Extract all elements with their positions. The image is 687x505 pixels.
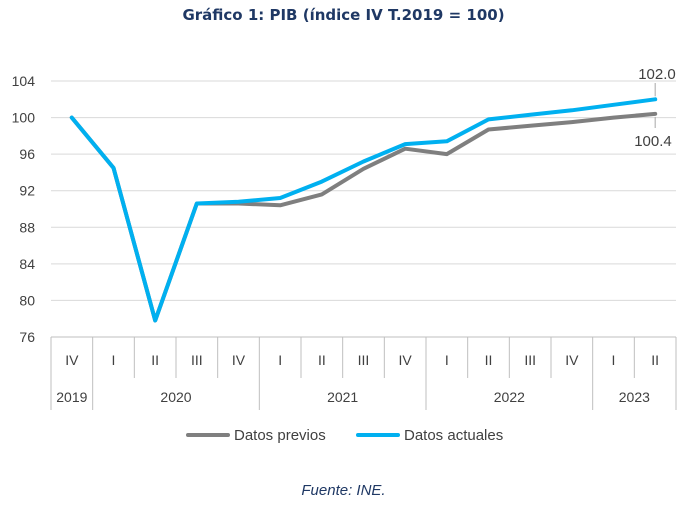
quarter-label: III (524, 352, 536, 368)
series-line-datos-previos (69, 111, 658, 323)
y-tick-label: 76 (19, 329, 35, 345)
quarter-label: I (112, 352, 116, 368)
year-label: 2023 (619, 389, 650, 405)
quarter-label: IV (232, 352, 246, 368)
series-line-datos-actuales (69, 97, 658, 323)
legend-datos-previos-label: Datos previos (234, 427, 326, 444)
quarter-label: II (485, 352, 493, 368)
data-label-datos-previos: 100.4 (634, 133, 672, 150)
quarter-label: I (278, 352, 282, 368)
quarter-label: III (191, 352, 203, 368)
quarter-label: II (651, 352, 659, 368)
year-label: 2020 (160, 389, 191, 405)
y-tick-label: 92 (19, 183, 35, 199)
chart-title: Gráfico 1: PIB (índice IV T.2019 = 100) (182, 6, 505, 24)
y-tick-label: 104 (12, 73, 36, 89)
quarter-label: IV (399, 352, 413, 368)
y-tick-label: 80 (19, 292, 35, 308)
y-tick-label: 84 (19, 256, 35, 272)
data-label-datos-actuales: 102.0 (638, 66, 676, 83)
quarter-label: IV (65, 352, 79, 368)
y-tick-label: 96 (19, 146, 35, 162)
year-label: 2021 (327, 389, 358, 405)
quarter-label: I (612, 352, 616, 368)
quarter-label: II (318, 352, 326, 368)
quarter-label: I (445, 352, 449, 368)
year-label: 2019 (56, 389, 87, 405)
y-tick-label: 100 (12, 110, 36, 126)
quarter-label: III (358, 352, 370, 368)
legend-datos-actuales-label: Datos actuales (404, 427, 503, 444)
chart-source: Fuente: INE. (301, 482, 386, 499)
year-label: 2022 (494, 389, 525, 405)
y-tick-label: 88 (19, 219, 35, 235)
quarter-label: II (151, 352, 159, 368)
quarter-label: IV (565, 352, 579, 368)
